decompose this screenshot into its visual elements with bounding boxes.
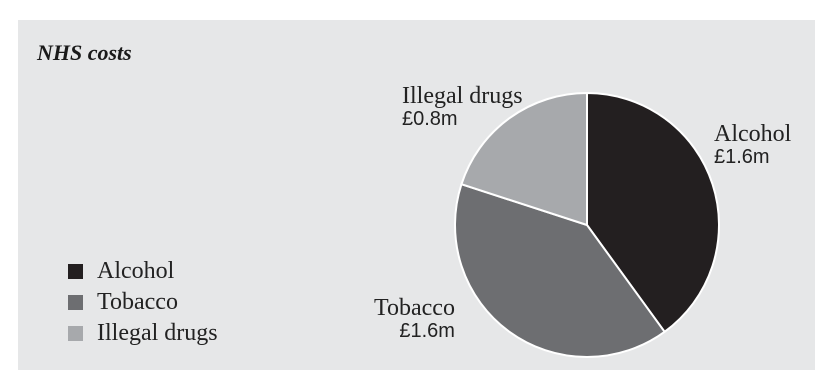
legend-swatch-illegal-drugs [68,326,83,341]
slice-label-tobacco: Tobacco £1.6m [374,295,455,343]
chart-panel: NHS costs Alcohol £1.6m Tobacco £1.6m Il… [18,20,815,370]
slice-label-tobacco-value: £1.6m [399,320,455,343]
legend-item-tobacco: Tobacco [68,287,218,318]
legend-label-illegal-drugs: Illegal drugs [97,320,218,346]
legend-label-alcohol: Alcohol [97,258,175,284]
pie-slice-tobacco [454,182,666,358]
chart-title: NHS costs [37,40,132,65]
legend-swatch-tobacco [68,295,83,310]
slice-label-illegal-drugs-name: Illegal drugs [402,83,523,109]
slice-label-alcohol-name: Alcohol [714,121,792,147]
legend-swatch-alcohol [68,264,83,279]
slice-label-illegal-drugs: Illegal drugs £0.8m [402,83,523,131]
pie-chart [454,91,720,358]
legend: Alcohol Tobacco Illegal drugs [68,256,218,349]
slice-label-alcohol-value: £1.6m [714,146,770,169]
slice-label-tobacco-name: Tobacco [374,295,455,321]
legend-label-tobacco: Tobacco [97,289,178,315]
legend-item-alcohol: Alcohol [68,256,218,287]
slice-label-illegal-drugs-value: £0.8m [402,108,458,131]
slice-label-alcohol: Alcohol £1.6m [714,121,792,169]
legend-item-illegal-drugs: Illegal drugs [68,318,218,349]
pie-slice-alcohol [586,91,720,334]
pie-slice-illegal-drugs [460,91,588,227]
